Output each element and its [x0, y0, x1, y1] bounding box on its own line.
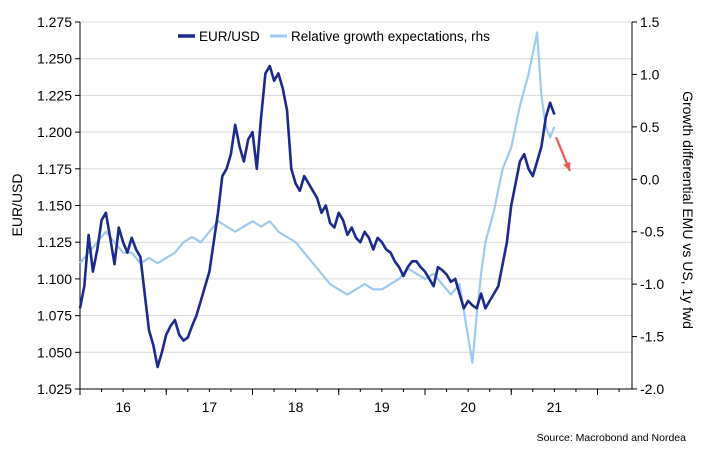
left-tick-label: 1.150 — [37, 198, 72, 214]
left-tick-label: 1.025 — [37, 381, 72, 397]
series-line-growth — [79, 31, 556, 364]
x-tick-label: 19 — [374, 399, 390, 415]
legend-item-growth: Relative growth expectations, rhs — [270, 29, 490, 44]
legend-label-growth: Relative growth expectations, rhs — [291, 29, 490, 44]
left-tick-label: 1.200 — [37, 124, 72, 140]
left-tick-label: 1.275 — [37, 14, 72, 30]
x-tick-label: 16 — [115, 399, 131, 415]
left-tick-labels: 1.025 1.050 1.075 1.100 1.125 1.150 1.175 1.200… — [37, 14, 80, 397]
left-tick-label: 1.125 — [37, 234, 72, 250]
legend: EUR/USD Relative growth expectations, rh… — [178, 29, 490, 44]
left-tick-label: 1.225 — [37, 87, 72, 103]
x-tick-label: 18 — [288, 399, 304, 415]
right-tick-label: -2.0 — [640, 381, 664, 397]
series-lines — [78, 31, 556, 369]
left-tick-label: 1.100 — [37, 271, 72, 287]
right-tick-label: -1.5 — [640, 329, 664, 345]
right-tick-label: 1.5 — [640, 14, 660, 30]
x-tick-label: 20 — [460, 399, 476, 415]
legend-label-eurusd: EUR/USD — [199, 29, 260, 44]
left-tick-label: 1.075 — [37, 308, 72, 324]
right-tick-label: -0.5 — [640, 224, 664, 240]
left-tick-label: 1.250 — [37, 51, 72, 67]
left-tick-label: 1.050 — [37, 344, 72, 360]
left-axis-label: EUR/USD — [9, 173, 25, 236]
right-tick-label: -1.0 — [640, 276, 664, 292]
right-axis-label: Growth differential EMU vs US, 1y fwd — [680, 91, 696, 329]
left-tick-label: 1.175 — [37, 161, 72, 177]
x-tick-label: 17 — [202, 399, 218, 415]
source-note: Source: Macrobond and Nordea — [537, 432, 687, 444]
right-tick-labels: -2.0 -1.5 -1.0 -0.5 0.0 0.5 1.0 1.5 — [632, 14, 664, 397]
series-line-eurusd — [78, 64, 556, 369]
arrow-head — [563, 161, 571, 171]
right-tick-label: 0.5 — [640, 119, 660, 135]
right-tick-label: 0.0 — [640, 171, 660, 187]
x-tick-label: 21 — [547, 399, 563, 415]
annotations — [555, 136, 571, 172]
right-tick-label: 1.0 — [640, 66, 660, 82]
legend-item-eurusd: EUR/USD — [178, 29, 260, 44]
gridlines — [80, 21, 632, 390]
x-tick-labels: 16 17 18 19 20 21 — [79, 389, 620, 415]
